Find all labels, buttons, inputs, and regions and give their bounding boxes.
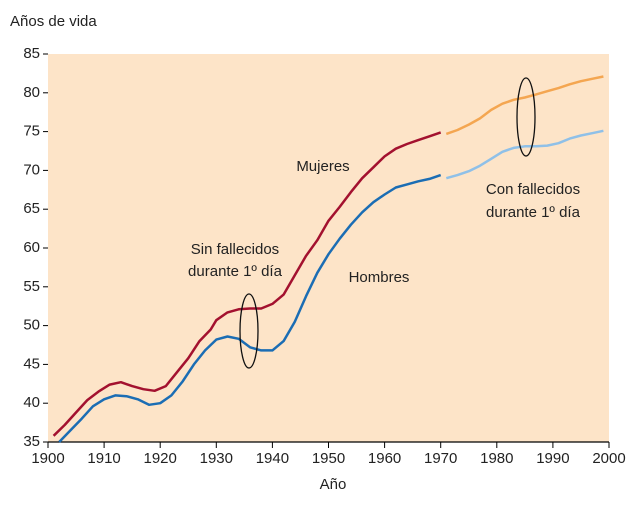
y-tick-label: 75 <box>23 123 40 140</box>
annotation: Sin fallecidos <box>191 241 279 258</box>
annotation: Con fallecidos <box>486 181 580 198</box>
y-tick-label: 35 <box>23 433 40 450</box>
x-tick-label: 1950 <box>312 450 345 467</box>
bracket-ellipse <box>516 77 536 157</box>
x-tick-label: 1980 <box>480 450 513 467</box>
y-axis-label: Años de vida <box>10 13 97 30</box>
x-tick-label: 1910 <box>87 450 120 467</box>
y-tick-label: 50 <box>23 317 40 334</box>
x-tick-label: 1940 <box>256 450 289 467</box>
y-tick-label: 65 <box>23 200 40 217</box>
series-line <box>445 129 604 180</box>
x-axis-label: Año <box>320 476 347 493</box>
y-tick-label: 45 <box>23 355 40 372</box>
x-tick-label: 1920 <box>144 450 177 467</box>
x-tick-label: 2000 <box>592 450 625 467</box>
bracket-ellipse <box>239 293 259 369</box>
annotation: Mujeres <box>296 158 349 175</box>
x-tick-label: 1990 <box>536 450 569 467</box>
annotation: durante 1º día <box>486 204 581 221</box>
series-line <box>58 173 442 443</box>
plot-background <box>48 54 609 442</box>
x-tick-label: 1960 <box>368 450 401 467</box>
y-tick-label: 55 <box>23 278 40 295</box>
y-tick-label: 40 <box>23 394 40 411</box>
y-tick-label: 85 <box>23 45 40 62</box>
y-tick-label: 80 <box>23 84 40 101</box>
x-tick-label: 1970 <box>424 450 457 467</box>
annotation: durante 1º día <box>188 263 283 280</box>
x-tick-label: 1930 <box>200 450 233 467</box>
x-tick-label: 1900 <box>31 450 64 467</box>
series-line <box>445 75 604 136</box>
y-tick-label: 60 <box>23 239 40 256</box>
annotation: Hombres <box>349 269 410 286</box>
y-tick-label: 70 <box>23 161 40 178</box>
series-line <box>52 131 442 437</box>
